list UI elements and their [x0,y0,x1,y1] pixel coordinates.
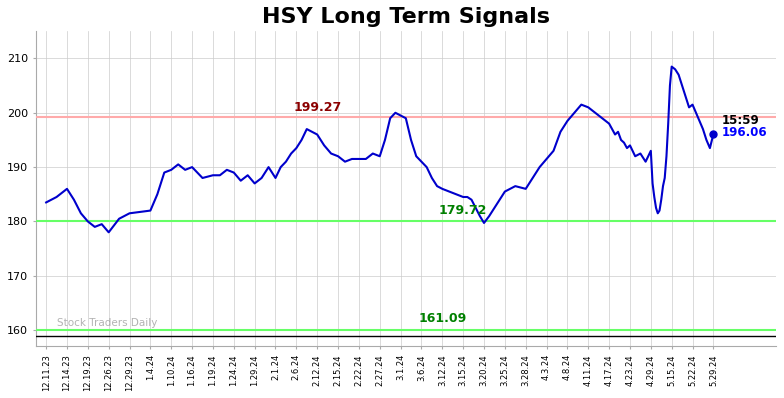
Text: 161.09: 161.09 [418,312,466,325]
Title: HSY Long Term Signals: HSY Long Term Signals [262,7,550,27]
Text: 196.06: 196.06 [722,126,768,139]
Text: Stock Traders Daily: Stock Traders Daily [56,318,157,328]
Text: 199.27: 199.27 [293,101,341,114]
Text: 15:59: 15:59 [722,114,760,127]
Text: 179.72: 179.72 [439,204,488,217]
